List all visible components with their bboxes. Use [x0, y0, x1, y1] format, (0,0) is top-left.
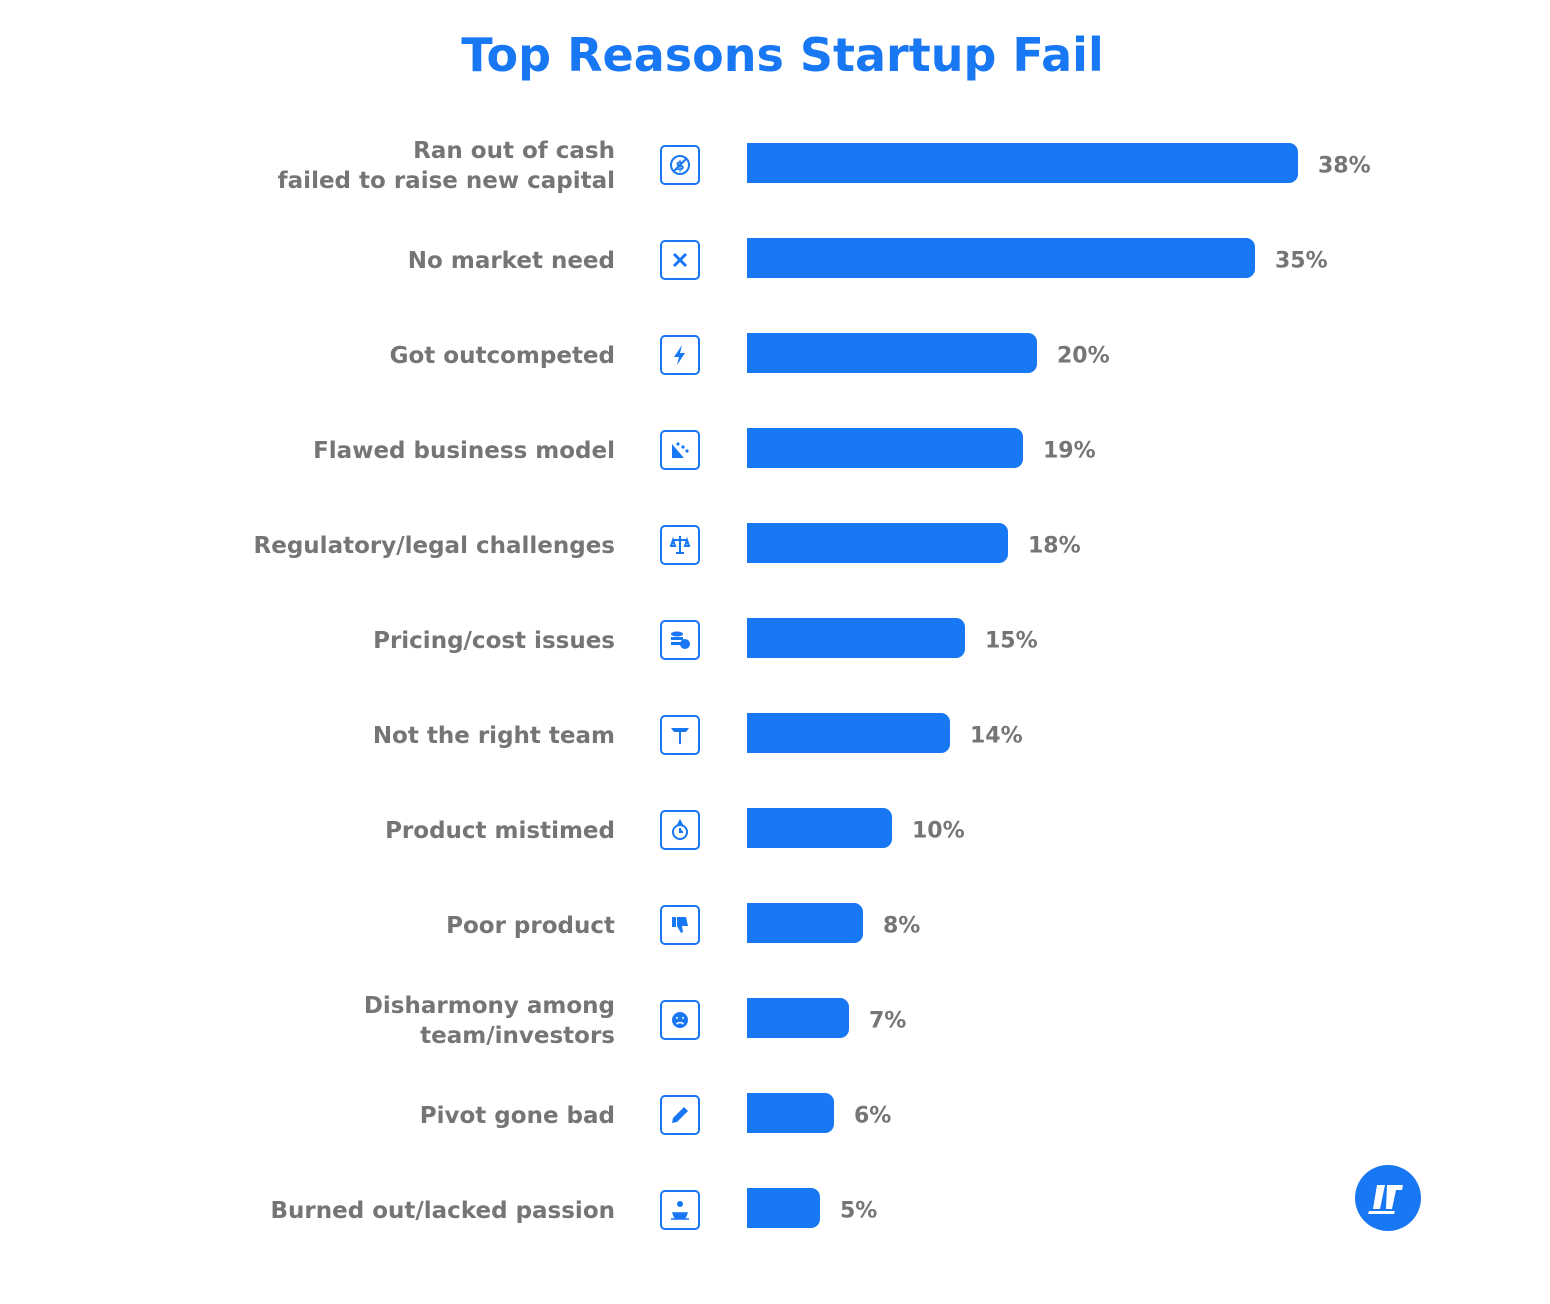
category-label-line: Ran out of cash — [413, 137, 615, 164]
bar-row: Flawed business model 19% — [0, 403, 1550, 498]
bar-row: Product mistimed 10% — [0, 783, 1550, 878]
bar — [747, 903, 863, 943]
value-label: 10% — [912, 818, 965, 843]
value-label: 18% — [1028, 533, 1081, 558]
value-label: 20% — [1057, 343, 1110, 368]
bar — [747, 1188, 820, 1228]
category-label: Flawed business model — [313, 436, 615, 466]
scales-icon — [660, 525, 700, 565]
category-label-line: Poor product — [446, 912, 615, 939]
svg-text:$: $ — [675, 159, 684, 174]
category-label-line: Disharmony among — [363, 992, 615, 1019]
bar-row: Disharmony among team/investors 7% — [0, 973, 1550, 1068]
landslide-icon — [660, 430, 700, 470]
bar-row: Poor product 8% — [0, 878, 1550, 973]
category-label-line: Regulatory/legal challenges — [253, 532, 615, 559]
category-label: Poor product — [446, 911, 615, 941]
burnout-icon — [660, 1190, 700, 1230]
stopwatch-icon — [660, 810, 700, 850]
bar-row: Pivot gone bad 6% — [0, 1068, 1550, 1163]
bar — [747, 143, 1298, 183]
bar — [747, 713, 950, 753]
bar-row: Burned out/lacked passion 5% — [0, 1163, 1550, 1258]
value-label: 15% — [985, 628, 1038, 653]
pencil-icon — [660, 1095, 700, 1135]
bar — [747, 1093, 834, 1133]
coins-icon — [660, 620, 700, 660]
bar — [747, 428, 1023, 468]
category-label: Product mistimed — [385, 816, 615, 846]
category-label-line: Pricing/cost issues — [373, 627, 615, 654]
category-label: Pricing/cost issues — [373, 626, 615, 656]
value-label: 38% — [1318, 153, 1371, 178]
value-label: 5% — [840, 1198, 878, 1223]
category-label-line: Flawed business model — [313, 437, 615, 464]
bar-row: No market need 35% — [0, 213, 1550, 308]
category-label-line: team/investors — [420, 1022, 615, 1049]
category-label-line: Burned out/lacked passion — [270, 1197, 615, 1224]
category-label-line: Pivot gone bad — [419, 1102, 615, 1129]
thumbs-down-icon — [660, 905, 700, 945]
category-label: Disharmony among team/investors — [364, 991, 615, 1051]
category-label-line: Not the right team — [372, 722, 615, 749]
value-label: 8% — [883, 913, 921, 938]
value-label: 7% — [869, 1008, 907, 1033]
bar-row: Ran out of cash failed to raise new capit… — [0, 118, 1550, 213]
bar — [747, 808, 892, 848]
signpost-icon — [660, 715, 700, 755]
x-mark-icon — [660, 240, 700, 280]
bar-row: Got outcompeted 20% — [0, 308, 1550, 403]
value-label: 19% — [1043, 438, 1096, 463]
bar — [747, 238, 1255, 278]
bar — [747, 618, 965, 658]
sad-face-icon — [660, 1000, 700, 1040]
category-label-line: failed to raise new capital — [277, 167, 615, 194]
category-label: Not the right team — [373, 721, 615, 751]
bar — [747, 523, 1008, 563]
brand-logo-icon — [1355, 1165, 1421, 1231]
category-label: No market need — [408, 246, 615, 276]
category-label: Pivot gone bad — [420, 1101, 615, 1131]
category-label: Got outcompeted — [390, 341, 615, 371]
bar — [747, 333, 1037, 373]
category-label-line: No market need — [407, 247, 615, 274]
category-label: Ran out of cash failed to raise new capit… — [278, 136, 615, 196]
no-money-icon: $ — [660, 145, 700, 185]
value-label: 14% — [970, 723, 1023, 748]
category-label: Burned out/lacked passion — [271, 1196, 615, 1226]
lightning-icon — [660, 335, 700, 375]
category-label-line: Product mistimed — [385, 817, 615, 844]
category-label-line: Got outcompeted — [389, 342, 615, 369]
chart-title: Top Reasons Startup Fail — [461, 28, 1104, 82]
bar — [747, 998, 849, 1038]
value-label: 6% — [854, 1103, 892, 1128]
bar-row: Pricing/cost issues 15% — [0, 593, 1550, 688]
category-label: Regulatory/legal challenges — [254, 531, 615, 561]
value-label: 35% — [1275, 248, 1328, 273]
bar-row: Not the right team 14% — [0, 688, 1550, 783]
bar-row: Regulatory/legal challenges 18% — [0, 498, 1550, 593]
